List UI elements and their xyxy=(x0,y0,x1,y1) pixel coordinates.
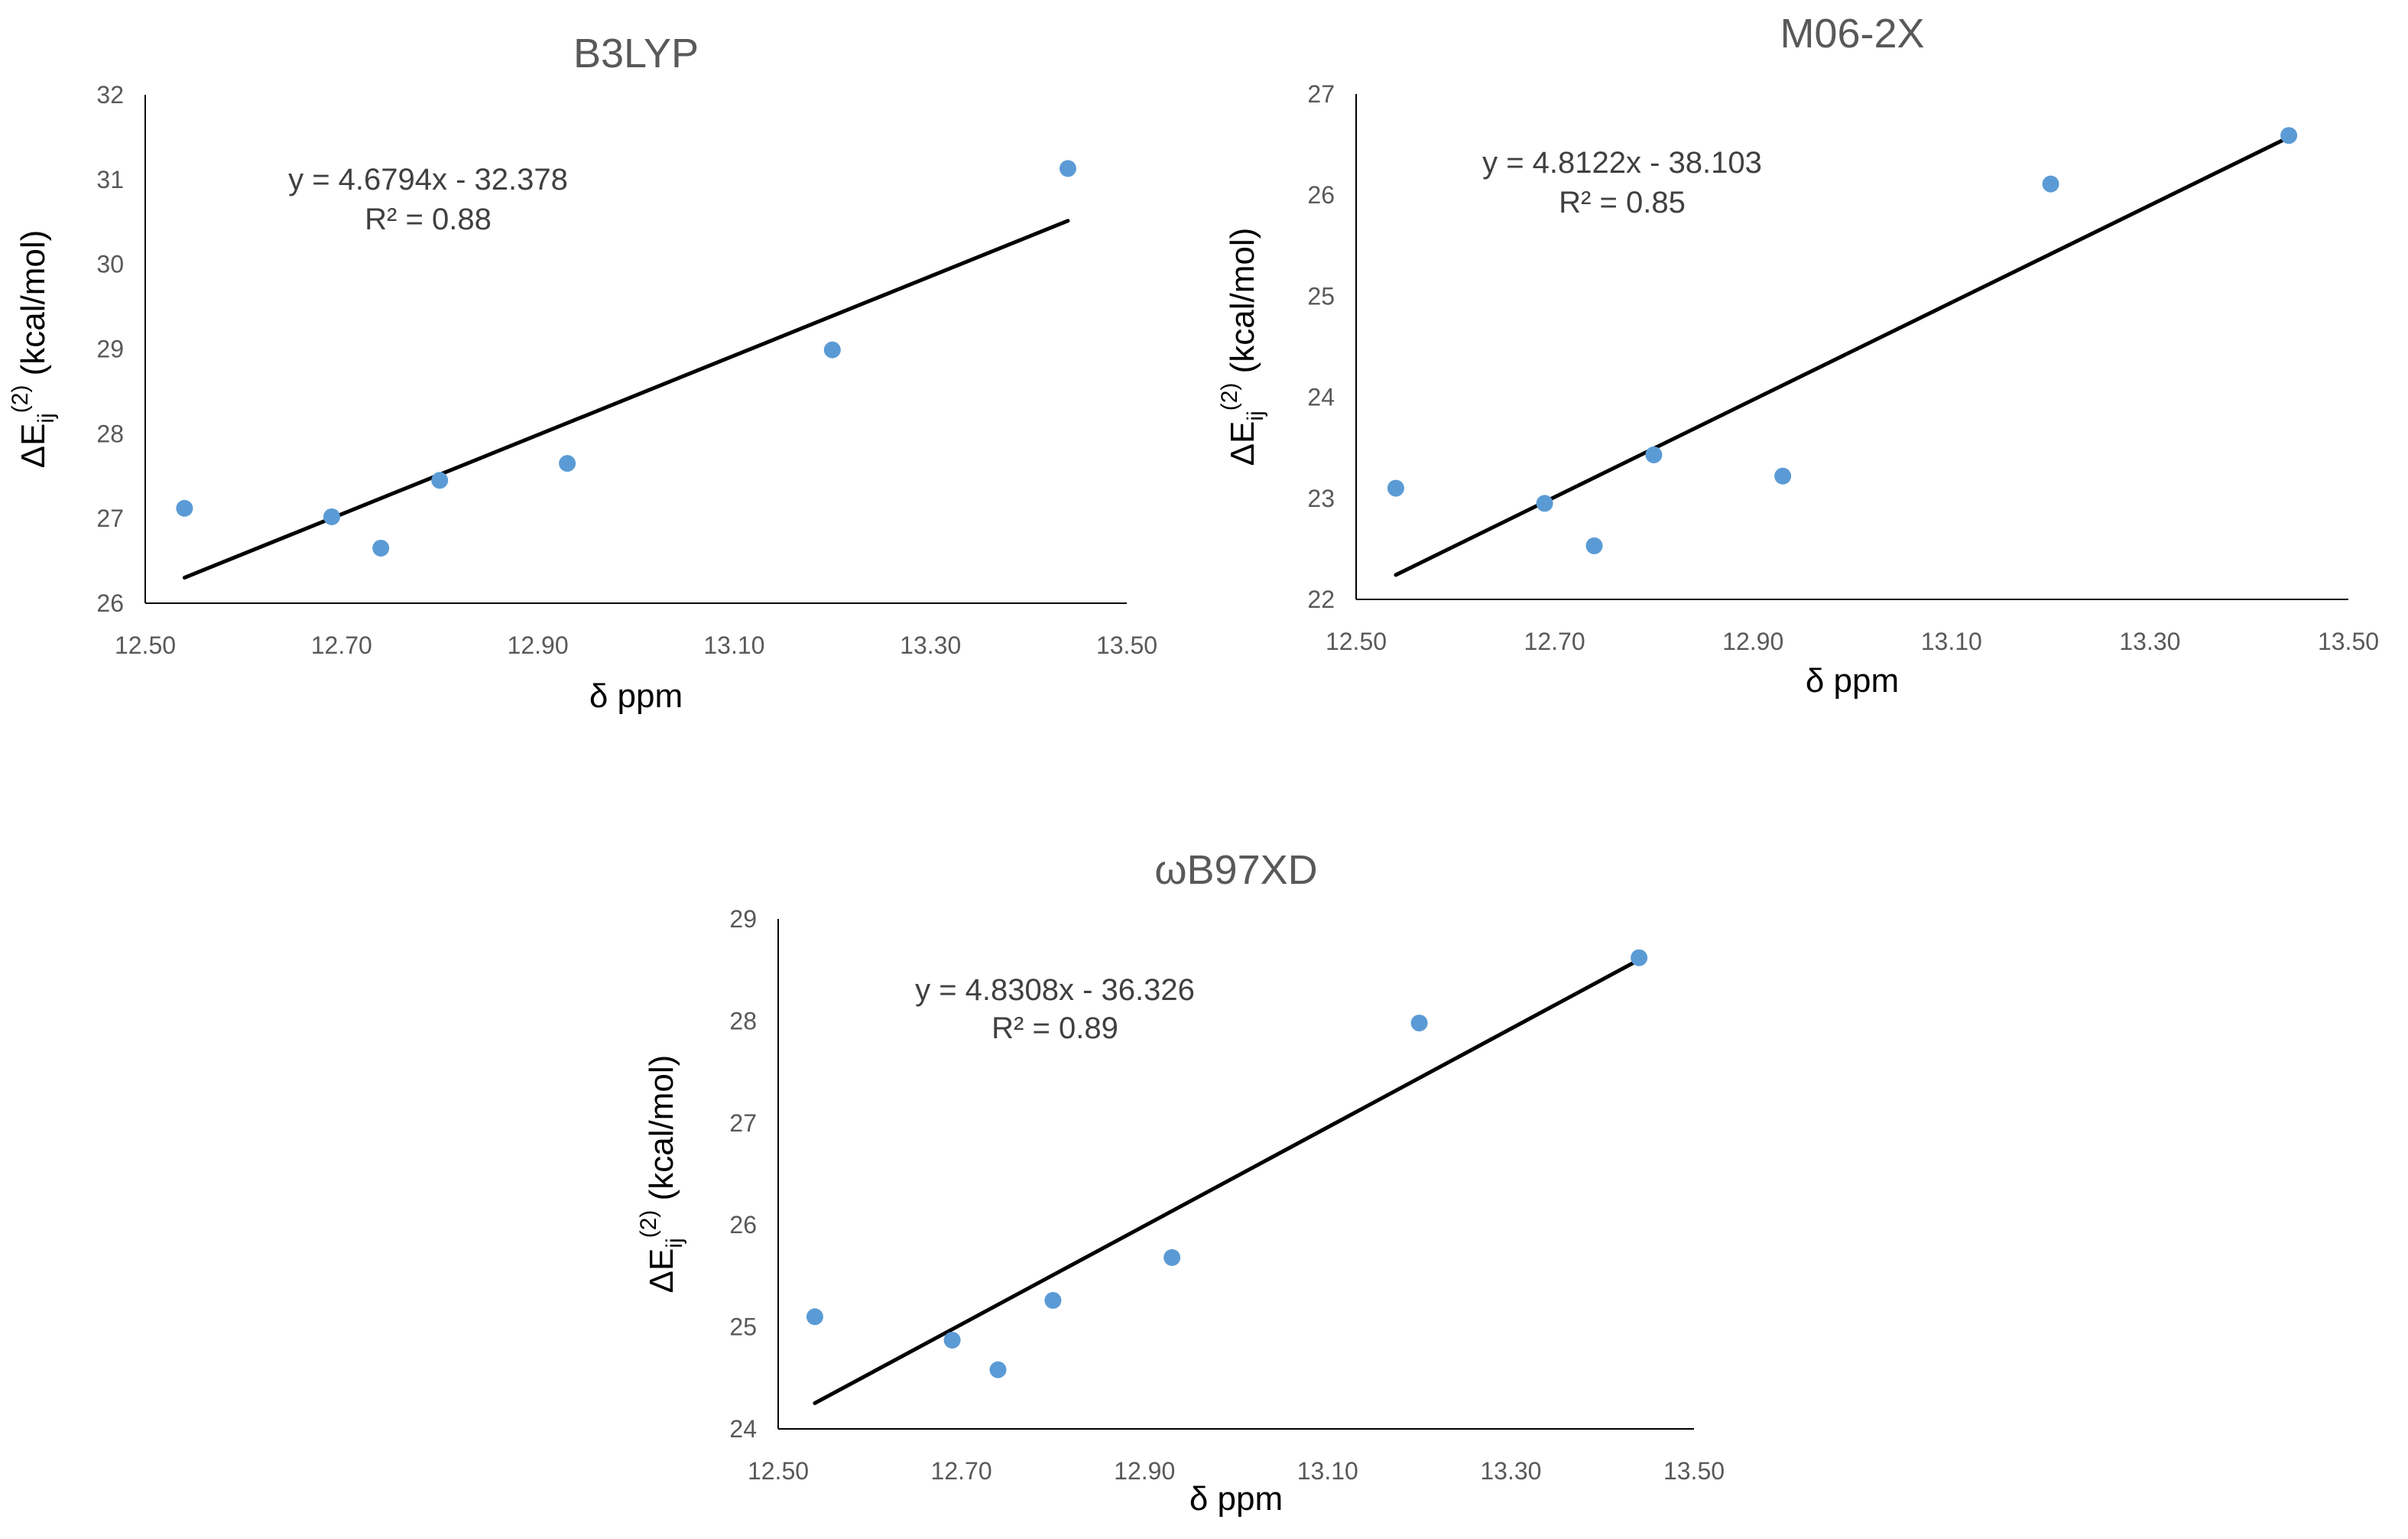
data-point xyxy=(1645,446,1663,463)
y-tick-label: 32 xyxy=(96,81,124,109)
y-axis-title: ΔEij(2) (kcal/mol) xyxy=(1217,228,1268,466)
data-point xyxy=(806,1308,823,1326)
x-tick-label: 12.90 xyxy=(508,632,569,659)
y-tick-label: 28 xyxy=(729,1007,757,1034)
data-point xyxy=(431,472,449,489)
x-tick-label: 13.30 xyxy=(900,632,961,659)
chart-title: B3LYP xyxy=(573,31,699,76)
data-point xyxy=(1631,949,1648,966)
data-point xyxy=(823,341,841,359)
x-tick-label: 13.10 xyxy=(703,632,764,659)
r-squared-label: R² = 0.89 xyxy=(991,1011,1118,1045)
x-tick-label: 13.30 xyxy=(2119,628,2180,655)
y-tick-label: 24 xyxy=(729,1415,757,1443)
x-tick-label: 12.50 xyxy=(1326,628,1387,655)
r-squared-label: R² = 0.88 xyxy=(365,203,492,236)
data-point xyxy=(1410,1015,1428,1032)
x-tick-label: 13.30 xyxy=(1480,1457,1541,1485)
trendline-equation: y = 4.8308x - 36.326 xyxy=(915,973,1195,1007)
data-point xyxy=(176,499,193,517)
data-point xyxy=(989,1361,1007,1378)
data-point xyxy=(1774,467,1792,485)
chart-1: B3LYP 12.50 12.70 12.90 13.10 13.30 13.50 26 27 2… xyxy=(8,31,1157,715)
data-point xyxy=(943,1331,961,1349)
y-axis-title: ΔEij(2) (kcal/mol) xyxy=(8,230,59,469)
data-point xyxy=(2042,175,2059,193)
data-point xyxy=(372,539,390,557)
trendline xyxy=(813,957,1641,1405)
y-tick-label: 27 xyxy=(729,1109,757,1137)
x-tick-label: 12.50 xyxy=(748,1457,809,1485)
x-tick-label: 12.50 xyxy=(115,632,176,659)
chart-2: M06-2X 12.50 12.70 12.90 13.10 13.30 13.50 22 23… xyxy=(1217,11,2379,700)
y-tick-label: 29 xyxy=(729,905,757,933)
x-axis-title: δ ppm xyxy=(1189,1480,1283,1518)
x-tick-label: 12.70 xyxy=(931,1457,992,1485)
chart-title: ωB97XD xyxy=(1154,847,1317,893)
trendline xyxy=(182,219,1070,580)
y-tick-label: 26 xyxy=(1307,181,1335,209)
y-tick-label: 25 xyxy=(729,1313,757,1341)
y-tick-label: 31 xyxy=(96,166,124,193)
data-point xyxy=(2280,127,2298,144)
data-point xyxy=(323,508,340,525)
x-tick-label: 13.50 xyxy=(2318,628,2379,655)
y-tick-label: 28 xyxy=(96,420,124,447)
data-point xyxy=(1387,479,1404,497)
data-point xyxy=(1163,1248,1181,1266)
x-tick-label: 13.10 xyxy=(1921,628,1982,655)
y-tick-label: 26 xyxy=(96,589,124,617)
trendline-equation: y = 4.8122x - 38.103 xyxy=(1482,146,1762,180)
r-squared-label: R² = 0.85 xyxy=(1559,186,1686,219)
y-tick-label: 25 xyxy=(1307,282,1335,310)
trendline-equation: y = 4.6794x - 32.378 xyxy=(288,163,568,196)
y-tick-label: 23 xyxy=(1307,485,1335,512)
x-tick-label: 13.50 xyxy=(1663,1457,1725,1485)
x-tick-label: 13.10 xyxy=(1297,1457,1358,1485)
x-axis-title: δ ppm xyxy=(589,677,683,715)
y-tick-label: 26 xyxy=(729,1211,757,1239)
x-tick-label: 12.70 xyxy=(311,632,372,659)
data-point xyxy=(1059,160,1076,177)
x-axis-title: δ ppm xyxy=(1806,662,1899,700)
y-tick-label: 30 xyxy=(96,251,124,278)
x-tick-label: 13.50 xyxy=(1096,632,1157,659)
y-axis-title: ΔEij(2) (kcal/mol) xyxy=(636,1055,687,1294)
y-tick-label: 27 xyxy=(96,505,124,532)
data-point xyxy=(1585,537,1603,554)
data-point xyxy=(559,455,576,472)
data-point xyxy=(1044,1291,1062,1309)
x-tick-label: 12.70 xyxy=(1524,628,1585,655)
chart-title: M06-2X xyxy=(1780,11,1924,57)
x-tick-label: 12.90 xyxy=(1722,628,1783,655)
y-tick-label: 27 xyxy=(1307,80,1335,108)
chart-3: ωB97XD 12.50 12.70 12.90 13.10 13.30 13.50 24 25… xyxy=(636,847,1725,1518)
y-tick-label: 24 xyxy=(1307,384,1335,411)
data-point xyxy=(1536,495,1553,512)
trendline xyxy=(1394,135,2291,577)
y-tick-label: 29 xyxy=(96,336,124,363)
y-tick-label: 22 xyxy=(1307,586,1335,613)
x-tick-label: 12.90 xyxy=(1114,1457,1175,1485)
